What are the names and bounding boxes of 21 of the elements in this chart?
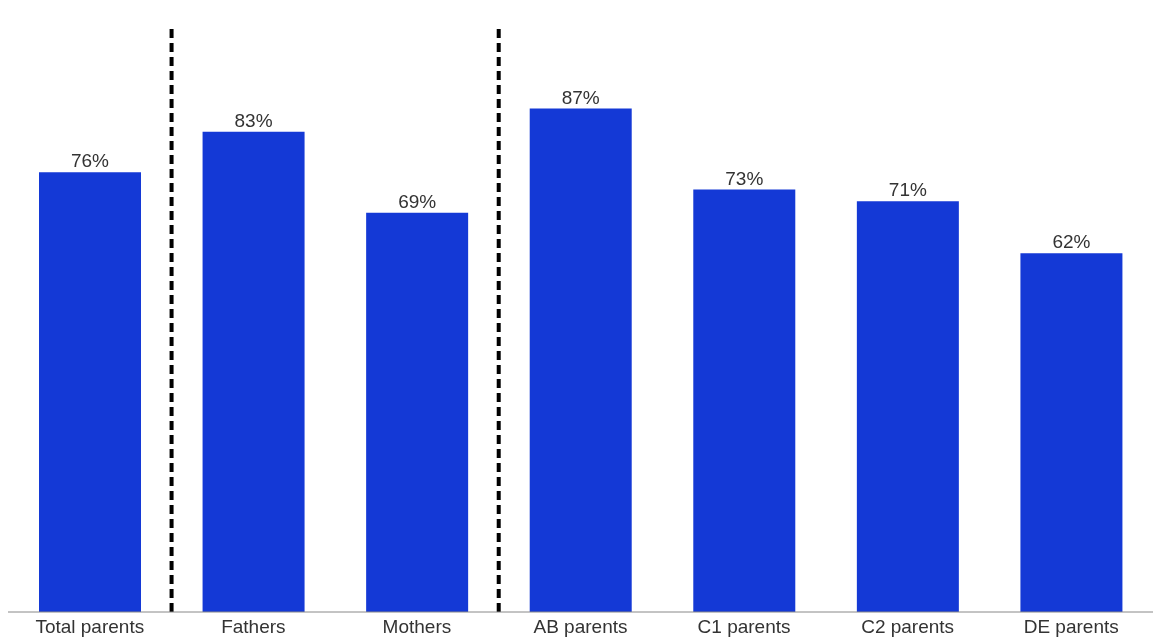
bar [856, 201, 959, 612]
x-tick-label: C2 parents [861, 616, 955, 638]
data-label: 87% [561, 86, 600, 108]
data-label: 69% [398, 190, 437, 212]
bar [202, 131, 305, 612]
x-tick-label: C1 parents [697, 616, 791, 638]
bar [366, 212, 469, 612]
bar [39, 172, 141, 612]
x-tick-label: DE parents [1023, 616, 1119, 638]
data-label: 76% [70, 150, 110, 172]
data-label: 62% [1052, 231, 1091, 253]
bar [529, 108, 632, 612]
x-tick-label: Mothers [382, 616, 452, 638]
x-tick-label: Total parents [35, 616, 145, 638]
bar [1020, 253, 1123, 612]
x-tick-label: AB parents [533, 616, 628, 638]
data-label: 73% [725, 167, 764, 189]
x-tick-label: Fathers [221, 616, 286, 638]
data-label: 83% [234, 109, 273, 131]
data-label: 71% [888, 179, 927, 201]
bar [693, 189, 796, 612]
